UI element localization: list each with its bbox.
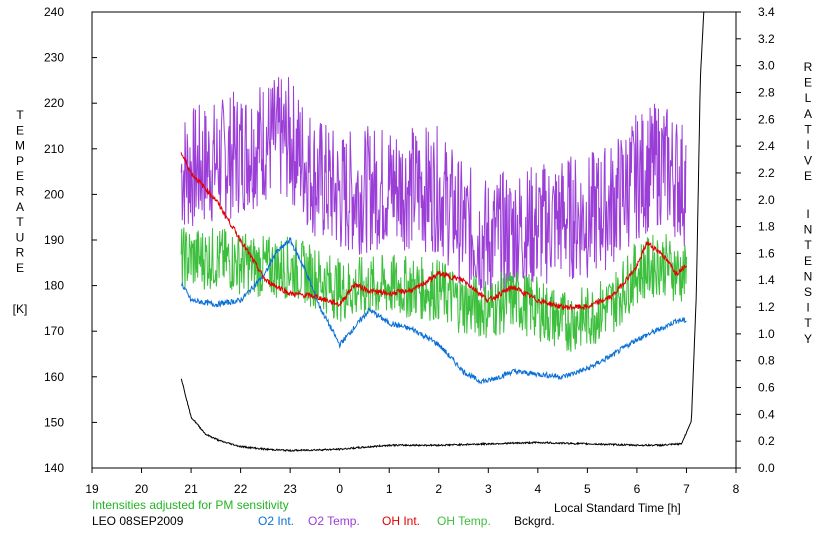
right-axis-title-letter: V: [804, 154, 812, 168]
left-tick-label: 210: [44, 142, 64, 156]
right-axis-title-letter: I: [806, 207, 809, 221]
legend-item: Bckgrd.: [514, 514, 555, 528]
x-tick-label: 6: [634, 482, 641, 496]
right-axis-title-letter: E: [804, 254, 812, 268]
left-axis-title-letter: T: [16, 108, 24, 122]
x-axis: 19 20 21 22 23 0 1 2 3 4 5 6 7 8: [85, 468, 740, 496]
plot-frame: [91, 11, 737, 469]
right-axis-title-letter: I: [806, 138, 809, 152]
left-tick-label: 200: [44, 187, 64, 201]
left-axis-title-letter: E: [16, 261, 24, 275]
left-tick-label: 220: [44, 96, 64, 110]
station-label: LEO 08SEP2009: [92, 514, 184, 528]
right-tick-label: 0.8: [758, 354, 775, 368]
right-axis-title-letter: T: [804, 316, 812, 330]
left-axis-title-letter: P: [16, 154, 24, 168]
left-axis-title-letter: A: [16, 200, 24, 214]
right-axis-title-letter: N: [804, 269, 813, 283]
left-axis-title-letter: T: [16, 215, 24, 229]
left-tick-label: 170: [44, 324, 64, 338]
left-axis-title-letter: M: [15, 139, 25, 153]
left-tick-label: 240: [44, 5, 64, 19]
x-tick-label: 1: [386, 482, 393, 496]
x-tick-label: 19: [85, 482, 99, 496]
x-tick-label: 20: [135, 482, 149, 496]
right-tick-label: 2.8: [758, 85, 775, 99]
right-tick-label: 0.6: [758, 381, 775, 395]
x-tick-label: 22: [234, 482, 248, 496]
legend-item: OH Int.: [382, 514, 420, 528]
right-tick-label: 2.6: [758, 112, 775, 126]
x-tick-label: 3: [485, 482, 492, 496]
right-tick-label: 0.2: [758, 434, 775, 448]
left-axis-title-letter: E: [16, 123, 24, 137]
series-line-bckgrd: [180, 11, 705, 453]
right-axis-title-letter: Y: [804, 332, 812, 346]
legend-item: O2 Int.: [258, 514, 294, 528]
footer-legend: Intensities adjusted for PM sensitivity L…: [92, 498, 555, 528]
x-tick-label: 2: [435, 482, 442, 496]
right-axis-title-letter: S: [804, 285, 812, 299]
right-axis-title-letter: E: [804, 169, 812, 183]
sensitivity-note: Intensities adjusted for PM sensitivity: [92, 498, 289, 512]
right-tick-label: 1.6: [758, 246, 775, 260]
x-tick-label: 0: [336, 482, 343, 496]
left-axis-title-letter: R: [16, 246, 25, 260]
right-tick-label: 1.0: [758, 327, 775, 341]
right-axis-title-letter: L: [805, 91, 812, 105]
left-axis-title-letter: E: [16, 169, 24, 183]
right-axis-title-letter: N: [804, 223, 813, 237]
right-tick-label: 1.8: [758, 220, 775, 234]
left-axis-unit: [K]: [13, 302, 28, 316]
left-tick-label: 160: [44, 370, 64, 384]
left-tick-label: 190: [44, 233, 64, 247]
x-tick-label: 7: [683, 482, 690, 496]
x-tick-label: 4: [535, 482, 542, 496]
right-tick-label: 3.4: [758, 5, 775, 19]
x-tick-label: 5: [584, 482, 591, 496]
left-tick-label: 150: [44, 415, 64, 429]
left-axis: 240 230 220 210 200 190 180 170 160 150 140: [44, 5, 97, 475]
x-axis-title: Local Standard Time [h]: [554, 501, 681, 515]
left-tick-label: 140: [44, 461, 64, 475]
right-tick-label: 0.0: [758, 461, 775, 475]
series-layer: [180, 11, 705, 453]
series-line-oh-int: [180, 152, 687, 311]
right-axis-title-letter: I: [806, 301, 809, 315]
x-tick-label: 21: [184, 482, 198, 496]
legend-item: O2 Temp.: [308, 514, 360, 528]
right-axis-title-letter: A: [804, 107, 812, 121]
right-axis-title-letter: T: [804, 122, 812, 136]
right-tick-label: 1.4: [758, 273, 775, 287]
right-axis-title-letter: E: [804, 76, 812, 90]
left-tick-label: 230: [44, 51, 64, 65]
series-line-o2-int: [181, 236, 687, 385]
left-axis-title-letter: R: [16, 185, 25, 199]
right-tick-label: 3.0: [758, 59, 775, 73]
right-tick-label: 2.4: [758, 139, 775, 153]
x-tick-label: 8: [733, 482, 740, 496]
right-tick-label: 1.2: [758, 300, 775, 314]
left-axis-title-letter: U: [16, 230, 25, 244]
right-axis: 3.4 3.2 3.0 2.8 2.6 2.4 2.2 2.0 1.8 1.6 1.4 1.2 1.0 0…: [736, 5, 775, 475]
left-tick-label: 180: [44, 279, 64, 293]
series-line-o2-temp: [180, 77, 687, 299]
right-tick-label: 2.0: [758, 193, 775, 207]
series-line-oh-temp: [180, 227, 687, 352]
legend-item: OH Temp.: [437, 514, 491, 528]
right-tick-label: 2.2: [758, 166, 775, 180]
x-tick-label: 23: [283, 482, 297, 496]
right-tick-label: 3.2: [758, 32, 775, 46]
right-axis-title-letter: T: [804, 238, 812, 252]
right-axis-title-letter: R: [804, 60, 813, 74]
right-tick-label: 0.4: [758, 407, 775, 421]
